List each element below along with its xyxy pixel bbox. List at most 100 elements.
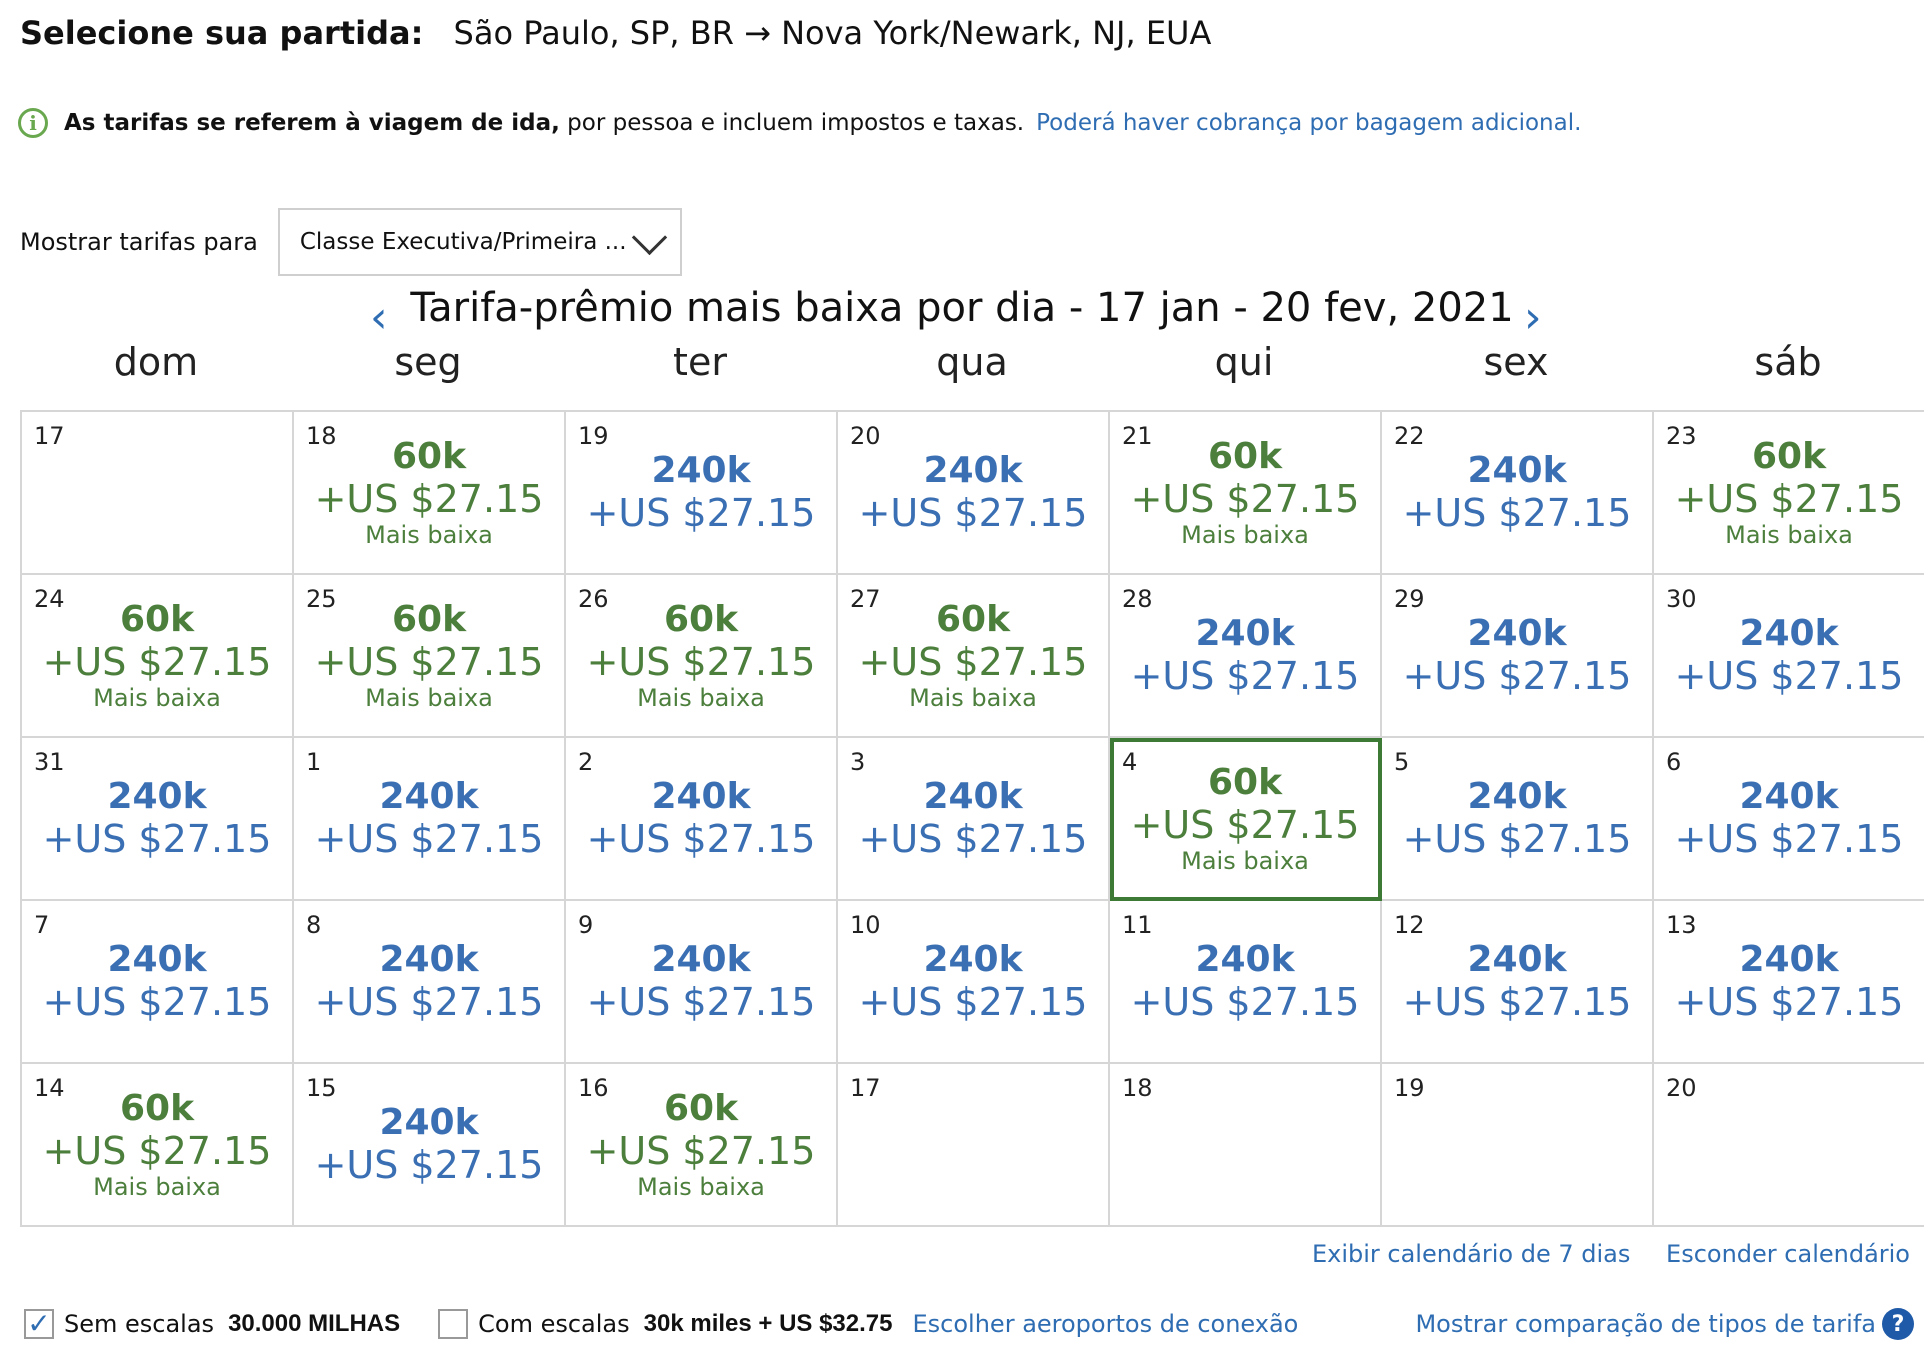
hide-calendar-link[interactable]: Esconder calendário <box>1666 1240 1910 1268</box>
calendar-day-cell[interactable]: 25 60k +US $27.15 Mais baixa <box>294 575 566 738</box>
fare-miles: 60k <box>1207 436 1283 477</box>
fare-miles: 60k <box>1751 436 1827 477</box>
day-number: 17 <box>850 1074 881 1102</box>
fare-price: 60k +US $27.15 Mais baixa <box>1654 436 1924 550</box>
day-number: 16 <box>578 1074 609 1102</box>
fare-comparison-link[interactable]: Mostrar comparação de tipos de tarifa ? <box>1415 1308 1914 1340</box>
calendar-day-cell[interactable]: 19 240k +US $27.15 <box>566 412 838 575</box>
calendar-day-cell[interactable]: 3 240k +US $27.15 <box>838 738 1110 901</box>
day-number: 31 <box>34 748 65 776</box>
fare-cash: +US $27.15 <box>1674 817 1904 861</box>
calendar-day-cell[interactable]: 29 240k +US $27.15 <box>1382 575 1654 738</box>
calendar-day-cell[interactable]: 16 60k +US $27.15 Mais baixa <box>566 1064 838 1227</box>
day-number: 26 <box>578 585 609 613</box>
fare-cash: +US $27.15 <box>1402 980 1632 1024</box>
fare-price: 240k +US $27.15 <box>22 939 292 1023</box>
fare-cash: +US $27.15 <box>1402 654 1632 698</box>
calendar-day-cell[interactable]: 21 60k +US $27.15 Mais baixa <box>1110 412 1382 575</box>
fare-miles: 60k <box>935 599 1011 640</box>
connections-checkbox[interactable] <box>438 1309 469 1339</box>
lowest-fare-tag: Mais baixa <box>637 684 765 712</box>
info-bold-text: As tarifas se referem à viagem de ida, <box>64 110 560 136</box>
calendar-day-cell[interactable]: 20 240k +US $27.15 <box>838 412 1110 575</box>
fare-miles: 60k <box>119 599 195 640</box>
route-text: São Paulo, SP, BR → Nova York/Newark, NJ… <box>453 14 1212 52</box>
calendar-day-cell[interactable]: 6 240k +US $27.15 <box>1654 738 1924 901</box>
help-icon[interactable]: ? <box>1882 1308 1914 1340</box>
calendar-day-cell[interactable]: 18 60k +US $27.15 Mais baixa <box>294 412 566 575</box>
fare-price: 240k +US $27.15 <box>838 450 1108 534</box>
calendar-day-cell[interactable]: 26 60k +US $27.15 Mais baixa <box>566 575 838 738</box>
nonstop-label[interactable]: Sem escalas <box>64 1310 215 1338</box>
calendar-day-cell[interactable]: 11 240k +US $27.15 <box>1110 901 1382 1064</box>
calendar-day-cell[interactable]: 2 240k +US $27.15 <box>566 738 838 901</box>
weekday-label: qua <box>936 340 1008 384</box>
fare-cash: +US $27.15 <box>1402 817 1632 861</box>
fare-miles: 240k <box>1467 939 1567 980</box>
fare-miles: 240k <box>1467 613 1567 654</box>
fare-miles: 240k <box>923 939 1023 980</box>
fare-cash: +US $27.15 <box>1402 491 1632 535</box>
fare-price: 60k +US $27.15 Mais baixa <box>566 1088 836 1202</box>
calendar-day-cell[interactable]: 13 240k +US $27.15 <box>1654 901 1924 1064</box>
fare-price: 240k +US $27.15 <box>838 776 1108 860</box>
fare-miles: 240k <box>651 450 751 491</box>
day-number: 27 <box>850 585 881 613</box>
fare-price: 60k +US $27.15 Mais baixa <box>838 599 1108 713</box>
day-number: 15 <box>306 1074 337 1102</box>
fare-miles: 240k <box>651 776 751 817</box>
seven-day-calendar-link[interactable]: Exibir calendário de 7 dias <box>1311 1240 1631 1268</box>
calendar-day-cell[interactable]: 31 240k +US $27.15 <box>22 738 294 901</box>
calendar-day-cell[interactable]: 7 240k +US $27.15 <box>22 901 294 1064</box>
previous-month-button[interactable]: ‹ <box>370 292 388 343</box>
page-header: Selecione sua partida: São Paulo, SP, BR… <box>20 14 1211 52</box>
fare-price: 240k +US $27.15 <box>838 939 1108 1023</box>
calendar-day-cell[interactable]: 15 240k +US $27.15 <box>294 1064 566 1227</box>
day-number: 20 <box>1666 1074 1697 1102</box>
fare-miles: 240k <box>379 939 479 980</box>
fare-cash: +US $27.15 <box>586 491 816 535</box>
cabin-select[interactable]: Classe Executiva/Primeira ... <box>277 208 682 276</box>
fare-cash: +US $27.15 <box>1130 654 1360 698</box>
fare-price: 240k +US $27.15 <box>294 776 564 860</box>
calendar-day-cell[interactable]: 8 240k +US $27.15 <box>294 901 566 1064</box>
calendar-day-cell[interactable]: 23 60k +US $27.15 Mais baixa <box>1654 412 1924 575</box>
baggage-link[interactable]: Poderá haver cobrança por bagagem adicio… <box>1036 110 1582 136</box>
fare-miles: 60k <box>663 1088 739 1129</box>
fare-miles: 240k <box>1467 776 1567 817</box>
day-number: 30 <box>1666 585 1697 613</box>
calendar-day-cell[interactable]: 30 240k +US $27.15 <box>1654 575 1924 738</box>
calendar-day-cell[interactable]: 27 60k +US $27.15 Mais baixa <box>838 575 1110 738</box>
calendar-day-cell[interactable]: 12 240k +US $27.15 <box>1382 901 1654 1064</box>
fare-comparison-label: Mostrar comparação de tipos de tarifa <box>1415 1310 1876 1338</box>
fare-miles: 240k <box>923 450 1023 491</box>
day-number: 3 <box>850 748 866 776</box>
calendar-day-cell[interactable]: 28 240k +US $27.15 <box>1110 575 1382 738</box>
fare-miles: 60k <box>663 599 739 640</box>
calendar-day-cell[interactable]: 24 60k +US $27.15 Mais baixa <box>22 575 294 738</box>
calendar-day-cell[interactable]: 14 60k +US $27.15 Mais baixa <box>22 1064 294 1227</box>
fare-price: 240k +US $27.15 <box>566 776 836 860</box>
choose-connection-airports-link[interactable]: Escolher aeroportos de conexão <box>912 1310 1299 1338</box>
weekday-label: dom <box>113 340 199 384</box>
fare-miles: 240k <box>379 1102 479 1143</box>
calendar-day-cell-selected[interactable]: 4 60k +US $27.15 Mais baixa <box>1110 738 1382 901</box>
day-number: 21 <box>1122 422 1153 450</box>
day-number: 14 <box>34 1074 65 1102</box>
connections-label[interactable]: Com escalas <box>478 1310 630 1338</box>
calendar-day-cell[interactable]: 10 240k +US $27.15 <box>838 901 1110 1064</box>
calendar-day-cell[interactable]: 9 240k +US $27.15 <box>566 901 838 1064</box>
calendar-day-cell[interactable]: 22 240k +US $27.15 <box>1382 412 1654 575</box>
next-month-button[interactable]: › <box>1524 292 1542 343</box>
calendar-day-cell[interactable]: 1 240k +US $27.15 <box>294 738 566 901</box>
nonstop-price: 30.000 MILHAS <box>228 1310 401 1337</box>
fare-price: 240k +US $27.15 <box>1382 450 1652 534</box>
day-number: 11 <box>1122 911 1153 939</box>
fare-cash: +US $27.15 <box>858 817 1088 861</box>
calendar-title: Tarifa-prêmio mais baixa por dia - 17 ja… <box>410 285 1514 331</box>
nonstop-checkbox[interactable] <box>24 1309 54 1339</box>
fare-cash: +US $27.15 <box>586 1129 816 1173</box>
calendar-day-cell[interactable]: 5 240k +US $27.15 <box>1382 738 1654 901</box>
fare-info: i As tarifas se referem à viagem de ida,… <box>18 108 1581 138</box>
fare-filter: Mostrar tarifas para Classe Executiva/Pr… <box>20 208 682 276</box>
